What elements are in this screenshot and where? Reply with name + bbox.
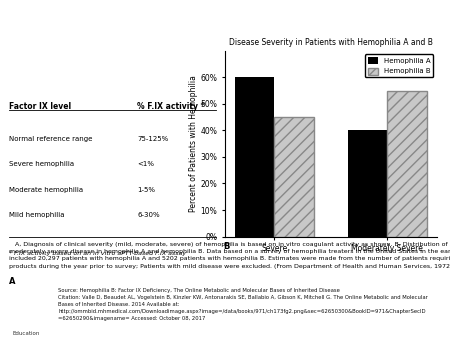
Text: Severe hemophilia: Severe hemophilia <box>9 161 74 167</box>
Text: Normal reference range: Normal reference range <box>9 136 92 142</box>
Text: 1-5%: 1-5% <box>137 187 155 193</box>
Bar <box>387 91 427 237</box>
Text: Moderate hemophilia: Moderate hemophilia <box>9 187 83 193</box>
Text: 75-125%: 75-125% <box>137 136 169 142</box>
Legend: Hemophilia A, Hemophilia B: Hemophilia A, Hemophilia B <box>365 54 433 77</box>
Y-axis label: Percent of Patients with Hemophilia: Percent of Patients with Hemophilia <box>189 75 198 212</box>
Text: * F.IX activity based on an in vitro aPTT-based F.IX assay: * F.IX activity based on an in vitro aPT… <box>9 251 186 256</box>
Bar <box>234 77 274 237</box>
Text: Education: Education <box>13 331 40 336</box>
Text: A, Diagnosis of clinical severity (mild, moderate, severe) of hemophilia is base: A, Diagnosis of clinical severity (mild,… <box>9 242 450 269</box>
Text: Mild hemophilia: Mild hemophilia <box>9 212 64 218</box>
Text: A: A <box>9 277 15 286</box>
Bar <box>348 130 387 237</box>
Text: % F.IX activity *: % F.IX activity * <box>137 102 205 111</box>
Text: Factor IX level: Factor IX level <box>9 102 71 111</box>
Text: Graw: Graw <box>15 308 37 317</box>
Bar <box>274 117 314 237</box>
Text: 6-30%: 6-30% <box>137 212 160 218</box>
Text: Hill: Hill <box>19 320 33 330</box>
Text: Source: Hemophilia B: Factor IX Deficiency, The Online Metabolic and Molecular B: Source: Hemophilia B: Factor IX Deficien… <box>58 288 428 321</box>
Text: <1%: <1% <box>137 161 154 167</box>
Text: B: B <box>224 242 230 251</box>
Text: Mc: Mc <box>20 296 32 305</box>
Title: Disease Severity in Patients with Hemophilia A and B: Disease Severity in Patients with Hemoph… <box>229 38 433 47</box>
